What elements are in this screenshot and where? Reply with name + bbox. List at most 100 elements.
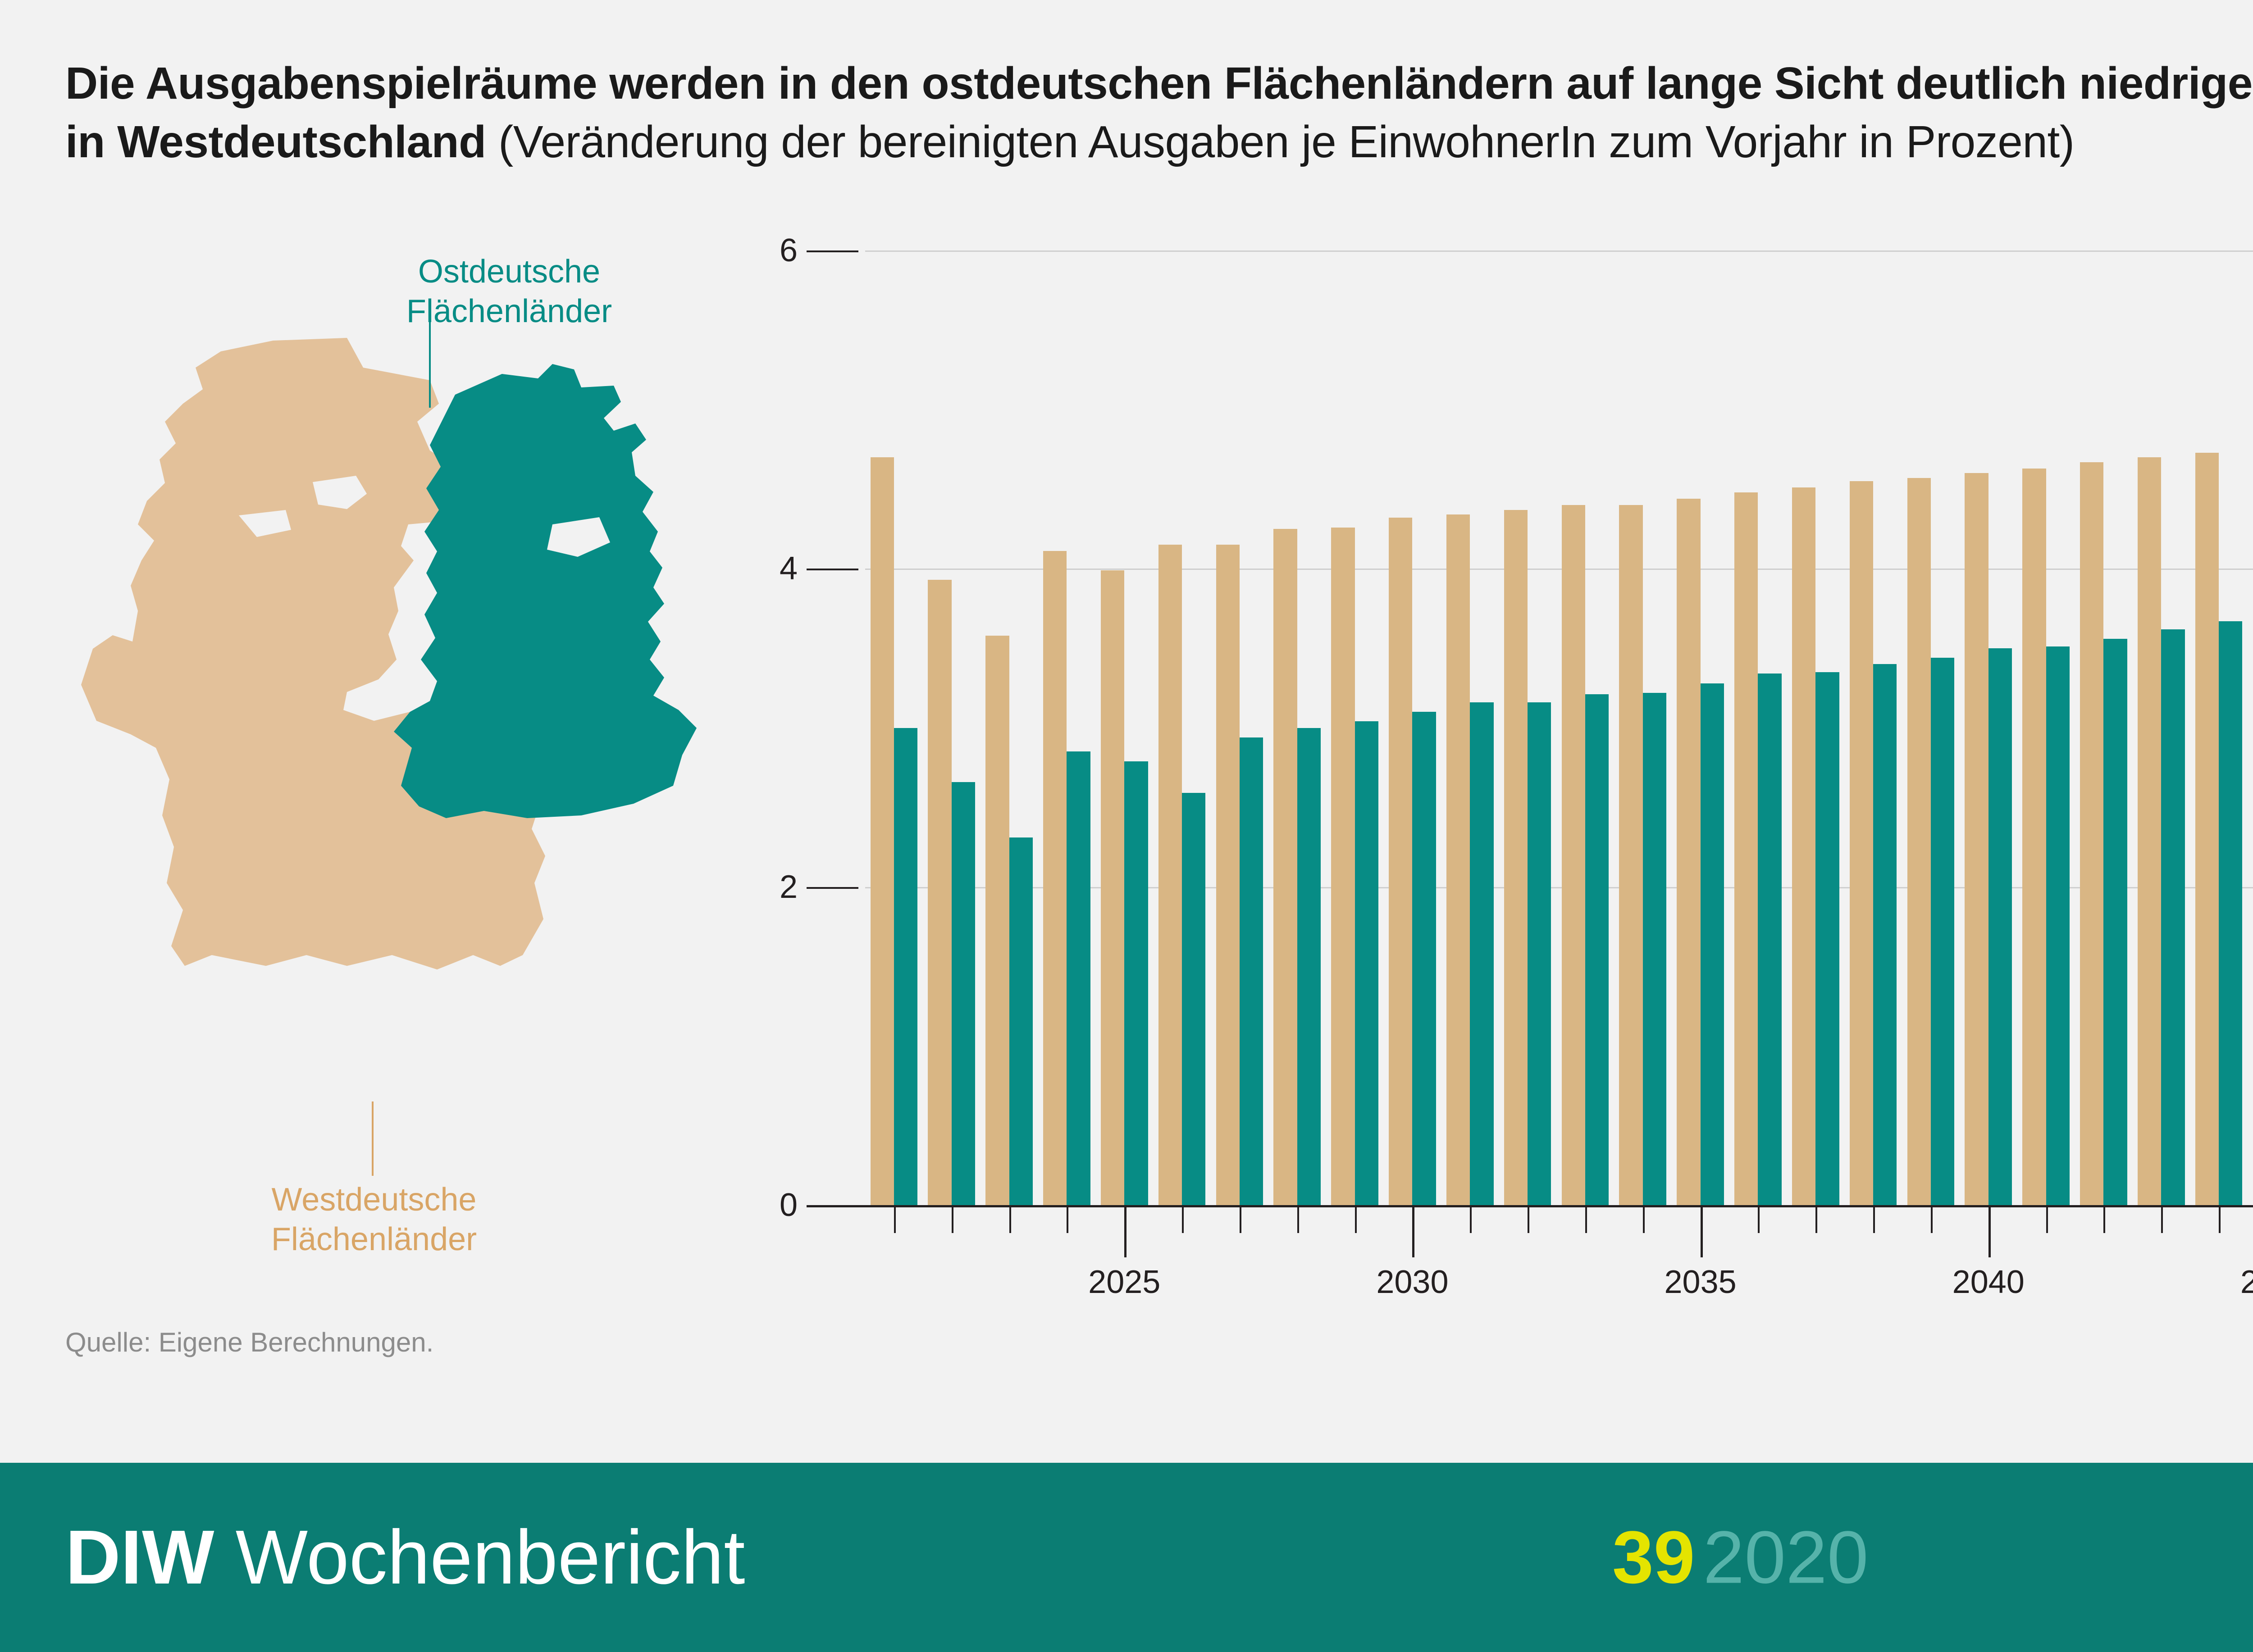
x-tick-2034 bbox=[1642, 1207, 1645, 1233]
y-tick-mark bbox=[807, 250, 858, 252]
x-tick-2041 bbox=[2046, 1207, 2048, 1233]
x-tick-2021 bbox=[894, 1207, 896, 1233]
title-bold-part-2: in Westdeutschland bbox=[65, 117, 499, 167]
map-label-west-line2: Flächenländer bbox=[271, 1221, 477, 1257]
y-axis-label: 2 bbox=[779, 869, 798, 905]
x-tick-2043 bbox=[2161, 1207, 2163, 1233]
bar-west-2030 bbox=[1389, 518, 1413, 1205]
title-line-1: Die Ausgabenspielräume werden in den ost… bbox=[65, 54, 2253, 113]
map-label-west: Westdeutsche Flächenländer bbox=[203, 1180, 545, 1260]
bar-west-2026 bbox=[1158, 545, 1182, 1205]
gridline bbox=[865, 887, 2253, 888]
footer-brand: DIW Wochenbericht bbox=[65, 1513, 745, 1602]
bar-east-2041 bbox=[2046, 646, 2070, 1205]
source-note: Quelle: Eigene Berechnungen. bbox=[65, 1327, 434, 1357]
x-tick-2024 bbox=[1067, 1207, 1069, 1233]
bar-east-2024 bbox=[1067, 751, 1090, 1205]
bar-west-2025 bbox=[1100, 570, 1125, 1205]
bar-east-2034 bbox=[1642, 692, 1667, 1205]
x-tick-2036 bbox=[1758, 1207, 1760, 1233]
germany-map: Ostdeutsche Flächenländer Westdeutsche F… bbox=[54, 243, 757, 1302]
bar-east-2040 bbox=[1988, 648, 2012, 1205]
x-tick-2042 bbox=[2103, 1207, 2106, 1233]
bar-west-2033 bbox=[1561, 505, 1585, 1205]
title-subtitle: (Veränderung der bereinigten Ausgaben je… bbox=[498, 117, 2075, 167]
x-tick-2023 bbox=[1009, 1207, 1011, 1233]
bar-west-2021 bbox=[870, 457, 894, 1205]
bar-west-2035 bbox=[1677, 498, 1701, 1205]
x-tick-2035 bbox=[1700, 1207, 1703, 1257]
y-tick-mark bbox=[807, 569, 858, 571]
map-label-west-line1: Westdeutsche bbox=[271, 1182, 477, 1218]
x-tick-2039 bbox=[1930, 1207, 1933, 1233]
x-tick-2032 bbox=[1528, 1207, 1530, 1233]
x-tick-2027 bbox=[1239, 1207, 1241, 1233]
x-tick-2031 bbox=[1470, 1207, 1472, 1233]
bar-chart: 0246202520302035204020452050 bbox=[762, 232, 2253, 1302]
map-label-east-line1: Ostdeutsche bbox=[418, 254, 601, 290]
y-axis-label: 6 bbox=[779, 232, 798, 269]
map-region-east bbox=[394, 364, 697, 818]
bar-west-2029 bbox=[1331, 527, 1355, 1205]
x-tick-2028 bbox=[1297, 1207, 1299, 1233]
footer-issue-number: 39 bbox=[1612, 1515, 1695, 1599]
x-tick-2026 bbox=[1182, 1207, 1184, 1233]
page-title: Die Ausgabenspielräume werden in den ost… bbox=[65, 54, 2253, 171]
bar-east-2033 bbox=[1585, 694, 1609, 1205]
x-tick-2038 bbox=[1873, 1207, 1875, 1233]
x-tick-2029 bbox=[1355, 1207, 1357, 1233]
footer-brand-diw: DIW bbox=[65, 1515, 214, 1600]
bar-west-2028 bbox=[1273, 529, 1297, 1205]
bar-west-2038 bbox=[1849, 481, 1874, 1205]
x-axis-label-2035: 2035 bbox=[1664, 1264, 1737, 1300]
bar-east-2022 bbox=[951, 782, 976, 1205]
x-tick-2030 bbox=[1412, 1207, 1415, 1257]
bar-west-2039 bbox=[1907, 478, 1931, 1205]
y-tick-mark bbox=[807, 887, 858, 889]
x-axis-label-2025: 2025 bbox=[1088, 1264, 1161, 1300]
bar-west-2032 bbox=[1504, 510, 1528, 1205]
map-leader-west bbox=[372, 1101, 374, 1176]
bar-east-2021 bbox=[894, 728, 918, 1205]
bar-east-2036 bbox=[1758, 674, 1782, 1205]
bar-east-2028 bbox=[1297, 728, 1321, 1205]
map-hole-3 bbox=[547, 517, 610, 557]
bar-west-2031 bbox=[1446, 514, 1470, 1205]
bar-east-2044 bbox=[2219, 621, 2243, 1205]
bar-west-2022 bbox=[928, 580, 952, 1205]
x-tick-2044 bbox=[2219, 1207, 2221, 1233]
map-region-west bbox=[81, 338, 545, 969]
bar-east-2031 bbox=[1470, 702, 1494, 1205]
germany-map-svg bbox=[81, 338, 697, 969]
bar-west-2024 bbox=[1043, 551, 1067, 1205]
map-label-east-line2: Flächenländer bbox=[406, 293, 612, 329]
bar-east-2025 bbox=[1124, 761, 1148, 1205]
bar-east-2038 bbox=[1873, 664, 1897, 1205]
bar-west-2041 bbox=[2022, 468, 2046, 1205]
x-tick-2022 bbox=[951, 1207, 953, 1233]
bar-west-2042 bbox=[2080, 462, 2104, 1205]
bar-east-2039 bbox=[1930, 658, 1955, 1205]
bar-east-2023 bbox=[1009, 837, 1033, 1205]
map-hole-2 bbox=[239, 510, 291, 537]
footer-issue: 39 2020 bbox=[1612, 1515, 1869, 1600]
bar-east-2027 bbox=[1239, 737, 1263, 1205]
bar-west-2036 bbox=[1734, 492, 1758, 1205]
bar-east-2042 bbox=[2103, 638, 2127, 1205]
x-tick-2025 bbox=[1124, 1207, 1127, 1257]
bar-east-2043 bbox=[2161, 629, 2185, 1205]
footer-brand-wochenbericht: Wochenbericht bbox=[214, 1515, 745, 1600]
map-leader-east bbox=[429, 322, 431, 408]
bar-west-2034 bbox=[1619, 505, 1643, 1205]
x-axis-label-2030: 2030 bbox=[1376, 1264, 1449, 1300]
bar-west-2037 bbox=[1792, 487, 1816, 1205]
map-label-east: Ostdeutsche Flächenländer bbox=[351, 252, 667, 332]
bar-east-2032 bbox=[1528, 702, 1551, 1205]
bar-east-2030 bbox=[1412, 712, 1436, 1205]
bar-east-2026 bbox=[1182, 793, 1206, 1205]
gridline bbox=[865, 250, 2253, 252]
bar-east-2029 bbox=[1355, 721, 1378, 1205]
bar-west-2044 bbox=[2195, 452, 2219, 1205]
x-tick-2040 bbox=[1988, 1207, 1991, 1257]
